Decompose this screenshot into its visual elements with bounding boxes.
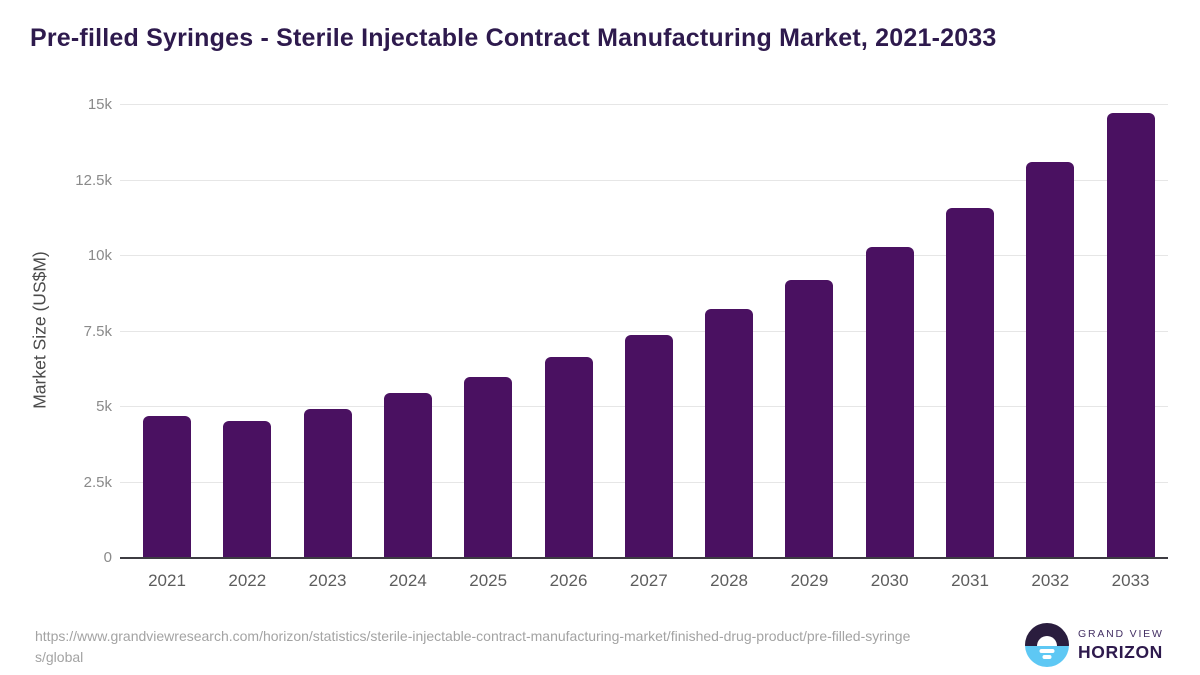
bar-2023[interactable] (303, 408, 352, 558)
y-tick-label: 2.5k (83, 473, 112, 491)
x-tick-label: 2023 (308, 571, 347, 590)
chart-title: Pre-filled Syringes - Sterile Injectable… (30, 24, 997, 52)
bar-2027[interactable] (624, 334, 673, 558)
gridline-12.5k (120, 179, 1168, 181)
bar-2024[interactable] (383, 393, 432, 558)
y-tick-label: 12.5k (75, 171, 112, 189)
bar-2022[interactable] (223, 420, 272, 558)
bar-2025[interactable] (464, 376, 513, 558)
bar-2030[interactable] (865, 246, 914, 558)
bar-2021[interactable] (143, 416, 191, 558)
x-tick-label: 2021 (148, 571, 186, 590)
y-axis-tick-labels: 0 2.5k 5k 7.5k 10k 12.5k 15k (24, 96, 112, 566)
x-tick-label: 2026 (549, 571, 588, 590)
brand-logo-text: GRAND VIEW HORIZON (1078, 628, 1164, 663)
gridline-10k (120, 255, 1168, 256)
y-tick-label: 0 (103, 549, 112, 566)
x-tick-label: 2032 (1031, 571, 1070, 590)
source-url: https://www.grandviewresearch.com/horizo… (35, 628, 911, 665)
bar-2031[interactable] (946, 207, 994, 558)
y-tick-label: 5k (96, 398, 112, 415)
brand-logo: GRAND VIEW HORIZON (1025, 623, 1164, 667)
y-tick-label: 10k (87, 247, 112, 264)
brand-name-top: GRAND VIEW (1078, 627, 1164, 640)
x-axis-line (120, 557, 1168, 559)
bar-2033[interactable] (1106, 112, 1155, 558)
bar-2028[interactable] (705, 308, 754, 558)
y-tick-label: 7.5k (83, 322, 112, 340)
x-tick-label: 2028 (710, 571, 748, 590)
brand-name-bottom: HORIZON (1078, 641, 1163, 662)
x-axis-tick-labels: 2021 2022 2023 2024 2025 2026 2027 2028 2029 2030… (120, 571, 1168, 595)
bar-2032[interactable] (1026, 162, 1075, 558)
x-tick-label: 2027 (629, 571, 668, 590)
x-tick-label: 2025 (469, 571, 508, 590)
x-tick-label: 2024 (388, 571, 427, 590)
plot-area (120, 104, 1168, 558)
bar-2029[interactable] (785, 280, 834, 558)
gridline-15k (120, 104, 1168, 105)
gridline-7.5k (120, 330, 1168, 332)
x-tick-label: 2022 (228, 571, 267, 590)
x-tick-label: 2030 (870, 571, 909, 590)
x-tick-label: 2031 (951, 571, 989, 590)
x-tick-label: 2033 (1111, 571, 1150, 590)
bar-2026[interactable] (544, 357, 593, 558)
x-tick-label: 2029 (790, 571, 829, 590)
y-tick-label: 15k (87, 96, 112, 113)
horizon-sun-icon (1025, 623, 1069, 667)
